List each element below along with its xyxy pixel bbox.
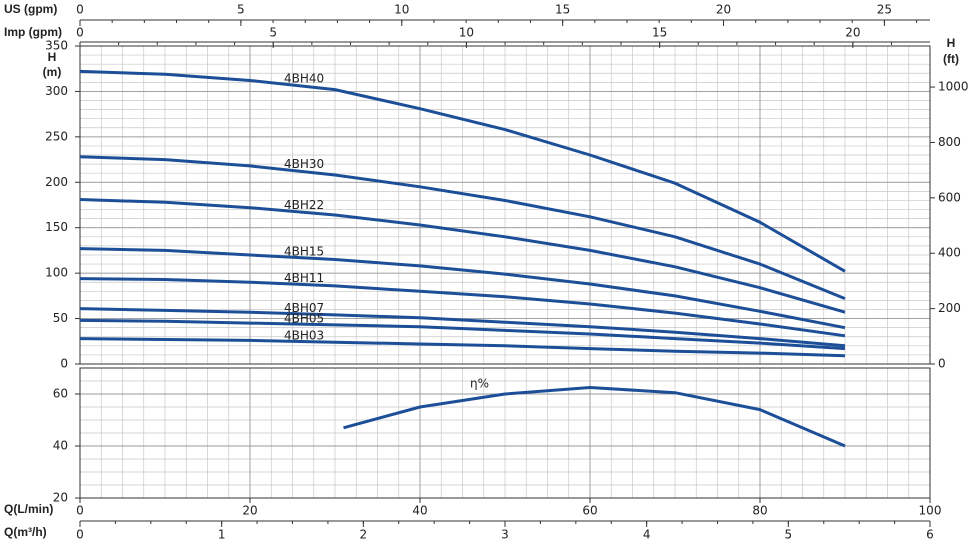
x-tick-label: 80 xyxy=(752,504,767,518)
y-label: H xyxy=(48,50,57,64)
y2-label: H xyxy=(947,36,956,50)
top-tick-label: 10 xyxy=(459,26,474,40)
x2-label: Q(m³/h) xyxy=(4,525,47,539)
x2-tick-label: 2 xyxy=(360,528,368,542)
y2-tick-label: 0 xyxy=(938,357,946,371)
y-label: (m) xyxy=(43,65,62,79)
x-tick-label: 100 xyxy=(919,504,942,518)
imp-gpm-label: Imp (gpm) xyxy=(4,25,62,39)
y-tick-label: 200 xyxy=(45,175,68,189)
x-tick-label: 0 xyxy=(76,504,84,518)
y-tick-label: 60 xyxy=(53,387,68,401)
series-label: 4BH30 xyxy=(284,157,324,171)
top-tick-label: 15 xyxy=(555,3,570,17)
series-line xyxy=(79,69,846,273)
series-line xyxy=(79,318,846,351)
series-label: 4BH03 xyxy=(284,329,324,343)
x-tick-label: 40 xyxy=(412,504,427,518)
top-tick-label: 5 xyxy=(237,3,245,17)
y2-tick-label: 600 xyxy=(938,190,961,204)
x2-tick-label: 6 xyxy=(926,528,934,542)
top-tick-label: 20 xyxy=(716,3,731,17)
y2-tick-label: 400 xyxy=(938,246,961,260)
series-line xyxy=(79,198,846,314)
plot-frame xyxy=(79,367,931,499)
series-label: 4BH15 xyxy=(284,244,324,258)
top-tick-label: 20 xyxy=(845,26,860,40)
x2-tick-label: 0 xyxy=(76,528,84,542)
series-label: 4BH07 xyxy=(284,301,324,315)
y2-tick-label: 1000 xyxy=(938,80,969,94)
series-label: 4BH40 xyxy=(284,72,324,86)
top-tick-label: 10 xyxy=(394,3,409,17)
series-line xyxy=(79,337,846,358)
series-line xyxy=(79,247,846,330)
series-line xyxy=(343,386,846,448)
top-tick-label: 25 xyxy=(877,3,892,17)
y-tick-label: 50 xyxy=(53,311,68,325)
series-line xyxy=(79,155,846,300)
y-tick-label: 350 xyxy=(45,39,68,53)
y2-tick-label: 200 xyxy=(938,301,961,315)
top-tick-label: 5 xyxy=(269,26,277,40)
us-gpm-label: US (gpm) xyxy=(4,2,57,16)
x-tick-label: 60 xyxy=(582,504,597,518)
y-tick-label: 100 xyxy=(45,266,68,280)
series-line xyxy=(79,307,846,348)
series-line xyxy=(79,277,846,338)
x-tick-label: 20 xyxy=(242,504,257,518)
series-label: 4BH05 xyxy=(284,311,324,325)
series-label: 4BH11 xyxy=(284,271,324,285)
y-tick-label: 250 xyxy=(45,129,68,143)
series-label: 4BH22 xyxy=(284,198,324,212)
x2-tick-label: 1 xyxy=(218,528,226,542)
y-tick-label: 20 xyxy=(53,491,68,505)
y2-tick-label: 800 xyxy=(938,135,961,149)
plot-frame xyxy=(79,45,931,365)
y-tick-label: 40 xyxy=(53,439,68,453)
y2-label: (ft) xyxy=(943,52,959,66)
y-tick-label: 300 xyxy=(45,84,68,98)
y-tick-label: 0 xyxy=(60,357,68,371)
x2-tick-label: 4 xyxy=(643,528,651,542)
top-tick-label: 0 xyxy=(76,3,84,17)
series-label: η% xyxy=(470,377,489,391)
top-tick-label: 15 xyxy=(652,26,667,40)
x2-tick-label: 5 xyxy=(785,528,793,542)
top-tick-label: 0 xyxy=(76,26,84,40)
x2-tick-label: 3 xyxy=(501,528,509,542)
x-label: Q(L/min) xyxy=(4,502,53,516)
y-tick-label: 150 xyxy=(45,220,68,234)
